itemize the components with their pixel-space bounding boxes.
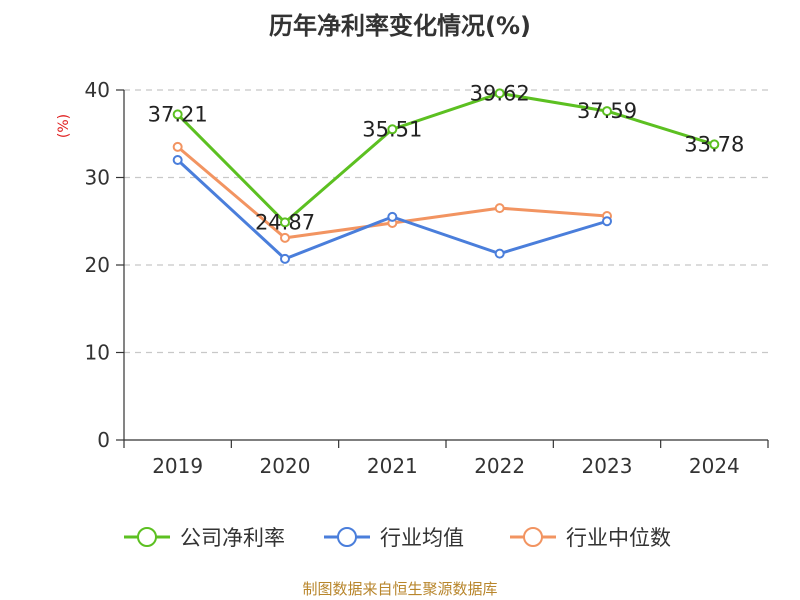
data-point	[602, 216, 612, 227]
data-label: 35.51	[362, 117, 422, 141]
data-label: 33.78	[684, 132, 744, 156]
data-point	[387, 124, 398, 135]
x-tick-label: 2024	[689, 454, 740, 478]
x-tick-label: 2020	[260, 454, 311, 478]
data-label: 37.21	[148, 102, 208, 126]
x-tick-label: 2022	[474, 454, 525, 478]
x-tick-label: 2019	[152, 454, 203, 478]
legend: 公司净利率 行业均值 行业中位数	[124, 526, 671, 550]
series-line	[176, 158, 608, 261]
data-labels: 37.21 24.87 35.51 39.62 37.59 33.78	[148, 81, 745, 234]
legend-swatch-marker	[337, 527, 357, 547]
y-tick-label: 0	[97, 428, 110, 452]
data-point	[280, 253, 290, 264]
data-point	[494, 88, 505, 99]
x-tick-label: 2021	[367, 454, 418, 478]
axes: 0 10 20 30 40 2019 2020 2021 2022 2023 2024	[85, 78, 769, 478]
y-axis-label: (%)	[56, 114, 72, 138]
series-layer	[172, 88, 720, 264]
grid-lines	[124, 89, 768, 354]
legend-swatch-marker	[523, 527, 543, 547]
chart-title: 历年净利率变化情况(%)	[269, 12, 531, 40]
y-tick-label: 20	[85, 253, 110, 277]
source-note: 制图数据来自恒生聚源数据库	[302, 580, 498, 598]
legend-swatch-marker	[137, 527, 157, 547]
data-point	[172, 141, 183, 152]
data-point	[280, 217, 290, 228]
data-label: 37.59	[577, 99, 637, 123]
data-point	[709, 139, 720, 150]
y-tick-label: 10	[85, 341, 110, 365]
data-label: 24.87	[255, 210, 315, 234]
y-tick-label: 30	[85, 166, 110, 190]
x-tick-label: 2023	[582, 454, 633, 478]
data-point	[280, 232, 290, 243]
series-line	[176, 91, 715, 224]
data-point	[387, 211, 398, 222]
data-point	[602, 106, 612, 117]
data-point	[172, 109, 183, 120]
legend-label: 公司净利率	[180, 526, 285, 550]
data-point	[494, 248, 505, 259]
data-point	[494, 203, 505, 214]
data-point	[172, 155, 183, 165]
legend-label: 行业中位数	[566, 526, 671, 550]
y-tick-label: 40	[85, 78, 110, 102]
legend-label: 行业均值	[380, 526, 464, 550]
data-label: 39.62	[470, 81, 530, 105]
